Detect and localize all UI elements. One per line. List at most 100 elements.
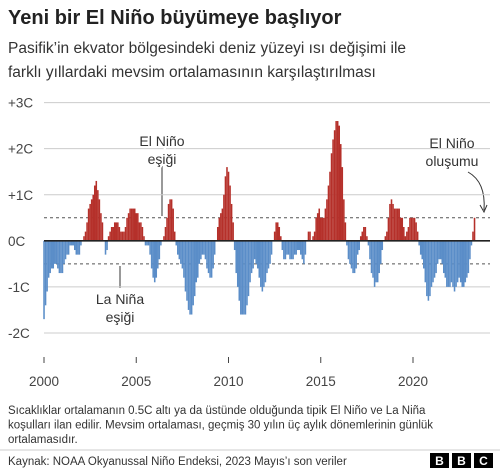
bar (113, 222, 116, 241)
bar (173, 231, 176, 241)
bar (430, 240, 433, 287)
bar (204, 240, 207, 260)
bar (335, 121, 337, 241)
bar (213, 240, 216, 255)
x-tick-label: 2005 (121, 374, 151, 389)
bar (401, 217, 404, 241)
bar (287, 240, 290, 255)
bar (78, 240, 81, 255)
bar (327, 185, 330, 241)
bar (186, 240, 188, 301)
bar (344, 222, 347, 241)
bar (359, 236, 362, 241)
bar (336, 121, 339, 241)
bar (390, 199, 393, 241)
bar (419, 240, 422, 255)
bar (449, 240, 451, 287)
logo-box (430, 453, 449, 468)
bar (379, 240, 382, 264)
bar (433, 240, 436, 278)
bar (46, 240, 48, 292)
bar (232, 222, 234, 241)
bar (218, 217, 221, 241)
bar (355, 240, 357, 269)
arrow (467, 171, 485, 211)
x-tick-label: 2010 (213, 374, 243, 389)
bar (303, 240, 305, 264)
bar (412, 217, 414, 241)
bar (462, 240, 465, 287)
bar (332, 139, 334, 241)
bar (183, 240, 185, 278)
bar (206, 240, 208, 269)
bar (426, 240, 428, 297)
bar (253, 240, 256, 260)
bar (129, 208, 131, 241)
bar (120, 231, 122, 241)
bar (178, 240, 181, 260)
bar (138, 222, 141, 241)
bar (223, 194, 225, 241)
bar (339, 144, 342, 241)
bar (361, 231, 364, 241)
bar (150, 240, 153, 269)
subtitle: farklı yıllardaki mevsim ortalamasının k… (8, 64, 376, 81)
bar (395, 208, 397, 241)
bar (267, 240, 270, 269)
bar (389, 203, 391, 241)
bar (270, 240, 273, 255)
bar (375, 240, 377, 283)
bar (292, 240, 294, 260)
bar (470, 240, 473, 246)
bar (423, 240, 425, 269)
bar (320, 217, 322, 241)
bar (367, 240, 370, 246)
bar (70, 240, 73, 246)
bar (181, 240, 184, 269)
bar (315, 217, 317, 241)
footnote: koşulları ilan edilir. Mevsim ortalaması… (8, 420, 433, 432)
bar (201, 240, 204, 255)
bar (330, 153, 333, 241)
bar (69, 240, 71, 246)
bar (386, 231, 388, 241)
bar (296, 240, 299, 251)
bar (341, 167, 344, 241)
bar (392, 203, 394, 241)
bar (126, 217, 128, 241)
bar (229, 185, 231, 241)
bar (290, 240, 293, 260)
bar (289, 240, 291, 260)
bar (172, 208, 174, 241)
bar (233, 240, 236, 251)
logo-box (452, 453, 471, 468)
bar (47, 240, 50, 278)
bar (141, 227, 144, 241)
y-tick-label: -2C (8, 326, 30, 341)
bar (195, 240, 198, 283)
bar (235, 240, 237, 274)
bar (169, 199, 171, 241)
bar (144, 240, 147, 246)
bar (370, 240, 373, 274)
bar (175, 240, 178, 246)
bar (283, 240, 285, 260)
bar (104, 240, 107, 255)
bar (436, 240, 439, 264)
y-tick-label: +1C (8, 188, 33, 203)
logo-box (474, 453, 493, 468)
bar (415, 222, 417, 241)
x-tick-label: 2015 (306, 374, 336, 389)
bar (261, 240, 264, 292)
bar (446, 240, 448, 287)
bar (137, 213, 139, 241)
bar (376, 240, 379, 283)
bar (77, 240, 79, 255)
bar (384, 236, 387, 241)
bar (52, 240, 55, 269)
bar (373, 240, 376, 287)
bar (118, 227, 121, 241)
bar (298, 240, 301, 251)
bar (263, 240, 265, 287)
